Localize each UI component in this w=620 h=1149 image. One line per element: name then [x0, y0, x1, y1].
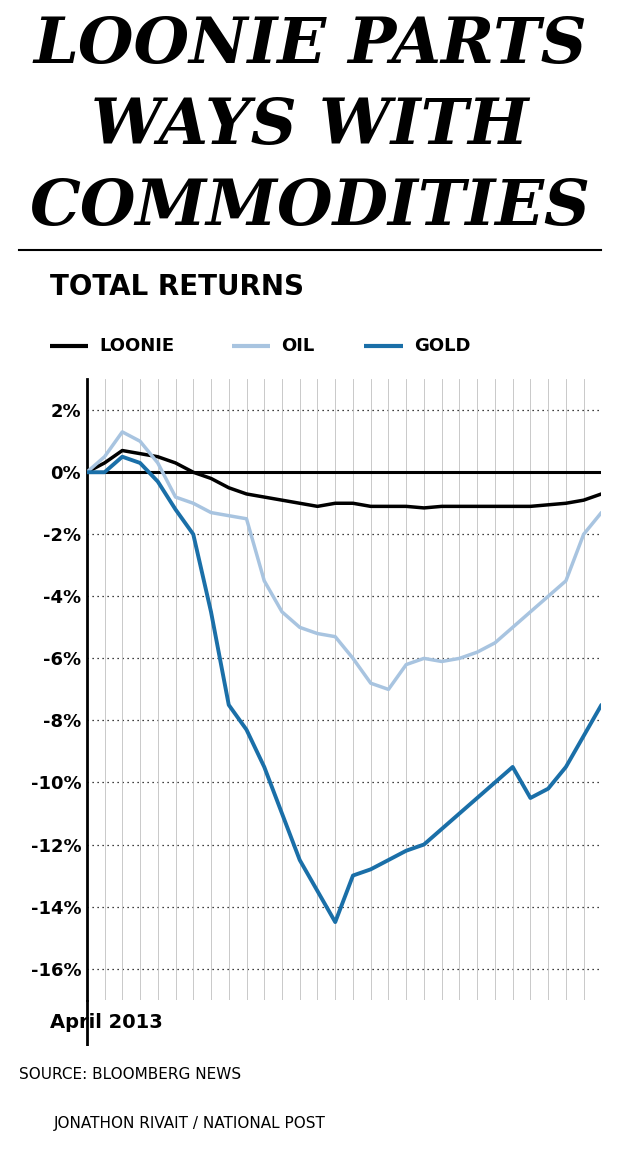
Text: WAYS WITH: WAYS WITH — [91, 95, 529, 157]
Text: April 2013: April 2013 — [50, 1013, 162, 1032]
Text: GOLD: GOLD — [414, 337, 471, 355]
Text: OIL: OIL — [281, 337, 314, 355]
Text: TOTAL RETURNS: TOTAL RETURNS — [50, 273, 304, 301]
Text: COMMODITIES: COMMODITIES — [30, 177, 590, 238]
Text: LOONIE: LOONIE — [99, 337, 174, 355]
Text: JONATHON RIVAIT / NATIONAL POST: JONATHON RIVAIT / NATIONAL POST — [53, 1116, 326, 1132]
Text: LOONIE PARTS: LOONIE PARTS — [33, 15, 587, 76]
Text: SOURCE: BLOOMBERG NEWS: SOURCE: BLOOMBERG NEWS — [19, 1067, 241, 1082]
